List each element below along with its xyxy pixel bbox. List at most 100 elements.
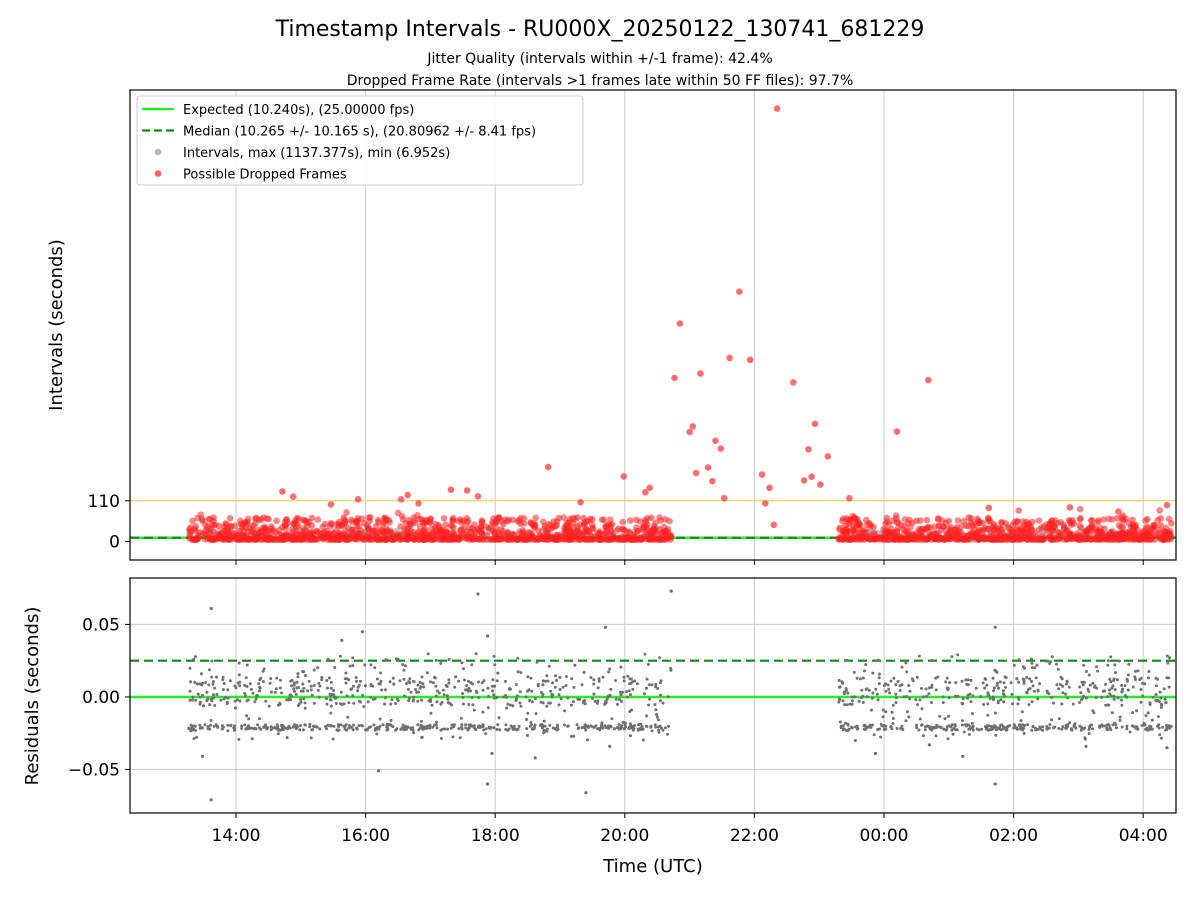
- residual-point: [383, 702, 387, 706]
- residual-point: [1022, 681, 1026, 685]
- residual-point: [458, 736, 462, 740]
- dropped-frame-point: [201, 527, 209, 535]
- residual-point: [377, 727, 381, 731]
- residual-point: [303, 723, 307, 727]
- residual-point: [1136, 727, 1140, 731]
- residual-point: [495, 679, 499, 683]
- residual-point: [389, 718, 393, 722]
- residual-point: [299, 697, 303, 701]
- residual-point: [320, 676, 324, 679]
- dropped-frame-point: [469, 534, 477, 541]
- residual-point: [542, 719, 546, 723]
- residual-point: [414, 688, 418, 691]
- residual-point: [268, 681, 272, 685]
- dropped-frame-point: [568, 531, 576, 538]
- residual-point: [221, 675, 225, 679]
- dropped-frame-point: [272, 528, 279, 536]
- x-tick-label: 16:00: [341, 826, 390, 846]
- residual-point: [619, 665, 623, 669]
- dropped-frame-point: [312, 535, 319, 543]
- residual-point: [1002, 694, 1006, 698]
- residual-point: [507, 727, 511, 731]
- residual-point: [215, 693, 219, 696]
- residual-point: [873, 751, 878, 756]
- dropped-frame-point: [634, 528, 641, 535]
- residual-point: [519, 671, 523, 675]
- dropped-frame-point: [736, 288, 743, 296]
- dropped-frame-point: [975, 526, 983, 534]
- residual-point: [1139, 700, 1143, 704]
- residual-point: [340, 638, 344, 643]
- residual-point: [845, 703, 849, 707]
- residual-point: [894, 683, 898, 687]
- residual-point: [1167, 685, 1171, 689]
- dropped-frame-point: [449, 517, 457, 524]
- residual-point: [660, 726, 663, 730]
- residual-point: [969, 700, 973, 704]
- dropped-frame-point: [758, 471, 766, 478]
- dropped-frame-point: [264, 536, 272, 543]
- residual-point: [589, 676, 593, 679]
- residual-point: [366, 700, 370, 704]
- residual-point: [331, 737, 335, 741]
- residual-point: [312, 668, 316, 672]
- residual-point: [1168, 656, 1172, 660]
- residual-point: [379, 671, 383, 675]
- residual-point: [1120, 690, 1124, 694]
- residual-point: [347, 678, 351, 682]
- residual-point: [1061, 691, 1065, 695]
- dropped-frame-point: [637, 518, 644, 525]
- residual-point: [548, 723, 552, 727]
- residual-point: [626, 695, 629, 699]
- dropped-frame-point: [226, 533, 234, 541]
- residual-point: [617, 723, 621, 727]
- residual-point: [981, 681, 985, 685]
- residual-point: [864, 663, 868, 667]
- residual-point: [864, 725, 868, 729]
- residual-point: [1127, 662, 1131, 666]
- residual-point: [237, 661, 241, 665]
- dropped-frame-point: [504, 517, 511, 525]
- residual-point: [1022, 731, 1026, 735]
- residual-point: [493, 663, 497, 667]
- residual-point: [575, 723, 579, 727]
- residual-point: [846, 723, 850, 727]
- x-tick-label: 02:00: [989, 826, 1038, 846]
- residual-point: [371, 697, 375, 701]
- residual-point: [970, 721, 974, 725]
- residual-point: [417, 728, 421, 732]
- residual-point: [425, 726, 429, 730]
- top-y-tick-label: 110: [88, 492, 120, 512]
- residual-point: [428, 723, 432, 727]
- residual-point: [643, 652, 647, 656]
- residual-point: [238, 680, 242, 684]
- residual-point: [1162, 687, 1166, 691]
- residual-point: [667, 724, 671, 728]
- dropped-frame-point: [1163, 501, 1171, 509]
- residual-point: [1065, 725, 1069, 729]
- residual-point: [384, 696, 387, 700]
- residual-point: [401, 663, 405, 667]
- residual-point: [386, 724, 390, 728]
- dropped-frame-point: [1115, 508, 1122, 515]
- residual-point: [1121, 687, 1125, 691]
- residual-point: [938, 714, 942, 718]
- dropped-frame-point: [539, 518, 547, 526]
- residual-point: [408, 677, 412, 681]
- residual-point: [325, 697, 329, 701]
- residual-point: [434, 684, 438, 688]
- residual-point: [1155, 677, 1159, 681]
- residual-point: [576, 697, 580, 701]
- residual-point: [234, 706, 237, 710]
- residual-point: [320, 678, 324, 682]
- dropped-frame-point: [598, 516, 606, 524]
- residual-point: [955, 728, 959, 732]
- residual-point: [557, 703, 561, 707]
- residual-point: [572, 685, 576, 689]
- dropped-frame-point: [344, 533, 351, 541]
- residual-point: [864, 687, 868, 691]
- residual-point: [1082, 727, 1086, 731]
- residual-point: [626, 674, 630, 678]
- residual-point: [905, 695, 909, 698]
- residual-point: [528, 699, 531, 702]
